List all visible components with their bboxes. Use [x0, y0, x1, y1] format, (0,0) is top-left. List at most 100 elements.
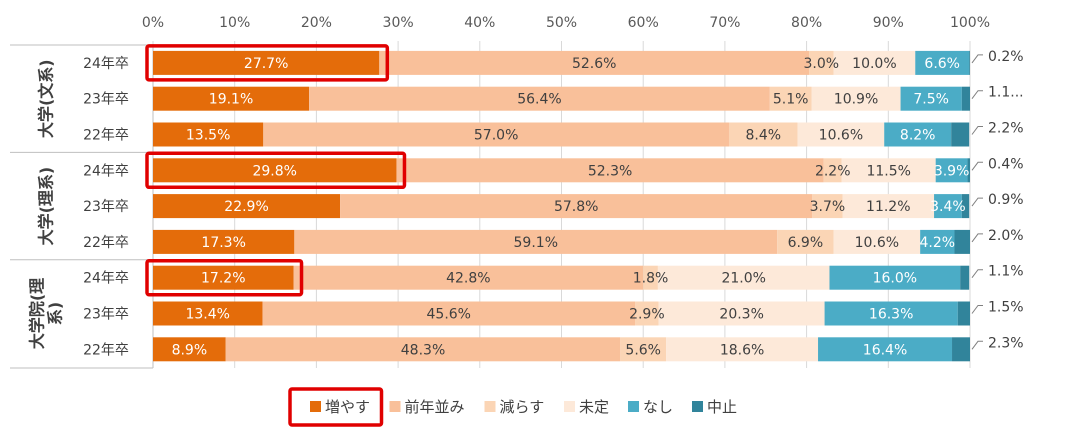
data-label-outside: 2.2%: [988, 121, 1024, 137]
bar-segment-2: [294, 229, 778, 254]
legend-label: 中止: [707, 398, 737, 416]
data-label: 11.5%: [866, 163, 910, 179]
highlight-box: [145, 258, 304, 297]
bar-segment-6: [954, 229, 970, 254]
x-tick-label: 60%: [628, 15, 659, 31]
bar-segment-4: [658, 301, 825, 326]
bar-segment-3: [643, 265, 658, 290]
data-label: 13.5%: [186, 128, 230, 144]
bar-segment-6: [961, 194, 970, 219]
bar-segment-3: [635, 301, 659, 326]
x-tick-label: 80%: [791, 15, 822, 31]
legend-item: 前年並み: [389, 398, 465, 416]
leader-line: [971, 197, 983, 207]
highlight-box: [145, 151, 407, 190]
bar-segment-4: [833, 50, 916, 75]
data-label: 19.1%: [209, 92, 253, 108]
x-tick-label: 40%: [464, 15, 495, 31]
bar-segment-6: [960, 265, 970, 290]
bar-segment-5: [818, 337, 953, 362]
bar-segment-6: [957, 301, 970, 326]
bar-segment-2: [262, 301, 636, 326]
data-label: 3.9%: [934, 163, 970, 179]
leader-line: [971, 269, 983, 278]
bar-segment-5: [900, 86, 962, 111]
x-tick-label: 70%: [709, 15, 740, 31]
data-label: 57.0%: [474, 128, 518, 144]
legend-swatch: [484, 401, 496, 412]
bar-segment-6: [952, 337, 970, 362]
x-tick-label: 10%: [219, 15, 250, 31]
row-label: 22年卒: [83, 235, 129, 251]
leader-line: [971, 126, 983, 135]
legend-highlight-box: [288, 387, 384, 427]
data-label: 18.6%: [720, 342, 764, 358]
data-label: 6.9%: [788, 235, 824, 251]
bar-segment-3: [769, 86, 812, 111]
bar-segment-5: [920, 229, 955, 254]
data-label: 57.8%: [554, 199, 598, 215]
bar-segment-4: [841, 158, 936, 183]
leader-line: [971, 233, 983, 243]
bar-segment-3: [620, 337, 667, 362]
data-label: 56.4%: [517, 92, 561, 108]
data-label: 59.1%: [514, 235, 558, 251]
data-label: 5.6%: [625, 342, 661, 358]
legend-swatch: [564, 401, 575, 412]
data-label: 8.9%: [172, 342, 208, 358]
data-label-outside: 1.1%: [988, 264, 1024, 280]
data-label: 48.3%: [401, 342, 445, 358]
bar-segment-2: [263, 122, 729, 147]
legend-item: 増やす: [310, 398, 370, 416]
bar-segment-1: [153, 337, 226, 362]
group-label-line: 大学院(理: [28, 278, 47, 349]
legend-swatch: [628, 401, 639, 412]
x-tick-label: 30%: [383, 15, 414, 31]
row-label: 24年卒: [83, 163, 129, 179]
bar-segment-1: [153, 50, 380, 75]
data-label: 2.9%: [629, 307, 665, 323]
data-label: 10.6%: [819, 128, 863, 144]
data-label: 6.6%: [924, 56, 960, 72]
bar-segment-2: [225, 337, 621, 362]
legend-label: 増やす: [325, 398, 370, 416]
bar-segment-1: [153, 265, 294, 290]
bar-segment-1: [153, 229, 295, 254]
x-tick-label: 90%: [873, 15, 904, 31]
group-label: 大学(文系): [37, 59, 56, 138]
data-label: 17.3%: [201, 235, 245, 251]
group-labels: 大学(文系) 大学(理系) 大学院(理 系): [28, 59, 65, 349]
x-tick-label: 100%: [950, 15, 990, 31]
row-label: 22年卒: [83, 128, 129, 144]
data-label: 27.7%: [244, 56, 288, 72]
data-labels: 27.7% 52.6% 3.0% 10.0% 6.6% 0.2% 19.1% 56.4% 5.1…: [172, 49, 1024, 358]
data-label: 8.4%: [746, 128, 782, 144]
group-label: 大学院(理 系): [28, 278, 65, 349]
data-label: 1.8%: [633, 271, 669, 287]
bar-segment-2: [293, 265, 644, 290]
legend-label: なし: [643, 398, 673, 416]
data-label-outside: 0.9%: [988, 192, 1024, 208]
data-label: 5.1%: [773, 92, 809, 108]
legend-item: 未定: [564, 398, 609, 416]
data-label: 52.6%: [572, 56, 616, 72]
data-label: 7.5%: [913, 92, 949, 108]
data-label: 17.2%: [201, 271, 245, 287]
group-label-line: 系): [46, 302, 65, 325]
bar-segment-1: [153, 86, 310, 111]
data-label: 11.2%: [866, 199, 910, 215]
data-label: 29.8%: [252, 163, 296, 179]
bar-segment-4: [811, 86, 901, 111]
data-label: 3.7%: [810, 199, 846, 215]
data-label: 4.2%: [920, 235, 956, 251]
bar-segment-1: [153, 301, 263, 326]
row-label: 23年卒: [83, 92, 129, 108]
legend-swatch: [389, 401, 401, 412]
bar-segment-3: [812, 194, 843, 219]
legend-item: 減らす: [484, 398, 544, 416]
bar-segment-5: [884, 122, 952, 147]
bar-segment-6: [961, 86, 970, 111]
row-label: 23年卒: [83, 199, 129, 215]
legend-item: 中止: [692, 398, 737, 416]
data-label-outside: 2.0%: [988, 228, 1024, 244]
